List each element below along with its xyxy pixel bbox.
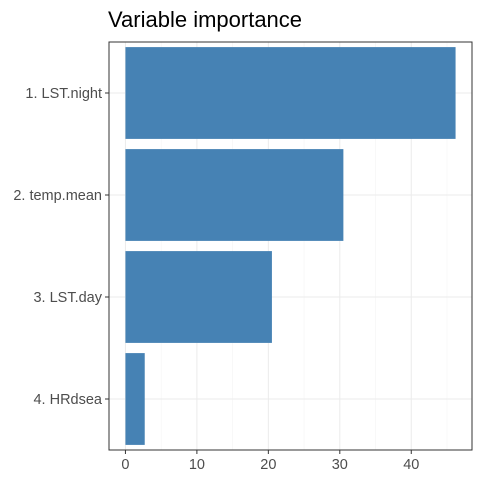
y-tick-label: 2. temp.mean — [13, 188, 102, 204]
axes: 0 10 20 30 40 1. LST.night 2. temp.mean 3. LST.… — [13, 86, 419, 473]
x-tick-label: 30 — [332, 457, 348, 473]
x-tick-label: 20 — [260, 457, 276, 473]
x-tick-label: 0 — [121, 457, 129, 473]
bar — [125, 251, 272, 343]
bar — [125, 353, 145, 445]
bar — [125, 149, 344, 241]
panel-border — [108, 41, 473, 451]
y-tick-label: 4. HRdsea — [33, 392, 102, 408]
chart-title: Variable importance — [108, 7, 302, 32]
y-tick-label: 1. LST.night — [25, 86, 102, 102]
x-tick-label: 40 — [403, 457, 419, 473]
y-tick-label: 3. LST.day — [33, 290, 102, 306]
bar — [125, 47, 456, 139]
bars — [125, 47, 456, 445]
x-tick-label: 10 — [189, 457, 205, 473]
